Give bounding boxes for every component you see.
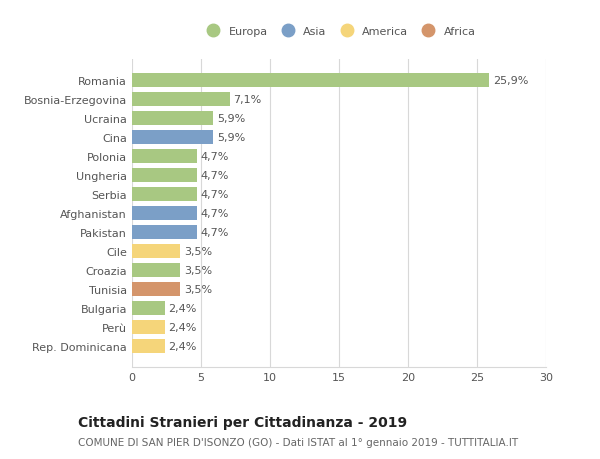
Bar: [132, 263, 181, 277]
Text: 4,7%: 4,7%: [200, 170, 229, 180]
Bar: [132, 207, 197, 220]
Bar: [132, 283, 181, 296]
Bar: [132, 131, 214, 144]
Bar: [132, 340, 165, 353]
Text: 5,9%: 5,9%: [217, 133, 245, 142]
Text: 3,5%: 3,5%: [184, 285, 212, 294]
Text: 7,1%: 7,1%: [233, 95, 262, 105]
Text: 3,5%: 3,5%: [184, 246, 212, 257]
Text: 4,7%: 4,7%: [200, 190, 229, 199]
Bar: [132, 112, 214, 125]
Text: 5,9%: 5,9%: [217, 113, 245, 123]
Text: 4,7%: 4,7%: [200, 228, 229, 237]
Bar: [132, 225, 197, 239]
Text: 2,4%: 2,4%: [169, 322, 197, 332]
Text: 4,7%: 4,7%: [200, 151, 229, 162]
Text: 3,5%: 3,5%: [184, 265, 212, 275]
Text: 25,9%: 25,9%: [493, 75, 528, 85]
Text: COMUNE DI SAN PIER D'ISONZO (GO) - Dati ISTAT al 1° gennaio 2019 - TUTTITALIA.IT: COMUNE DI SAN PIER D'ISONZO (GO) - Dati …: [78, 437, 518, 447]
Bar: [132, 188, 197, 202]
Bar: [132, 73, 490, 87]
Text: 2,4%: 2,4%: [169, 341, 197, 352]
Bar: [132, 245, 181, 258]
Bar: [132, 168, 197, 182]
Bar: [132, 320, 165, 334]
Bar: [132, 302, 165, 315]
Bar: [132, 150, 197, 163]
Bar: [132, 93, 230, 106]
Text: 4,7%: 4,7%: [200, 208, 229, 218]
Legend: Europa, Asia, America, Africa: Europa, Asia, America, Africa: [197, 22, 481, 41]
Text: 2,4%: 2,4%: [169, 303, 197, 313]
Text: Cittadini Stranieri per Cittadinanza - 2019: Cittadini Stranieri per Cittadinanza - 2…: [78, 415, 407, 429]
